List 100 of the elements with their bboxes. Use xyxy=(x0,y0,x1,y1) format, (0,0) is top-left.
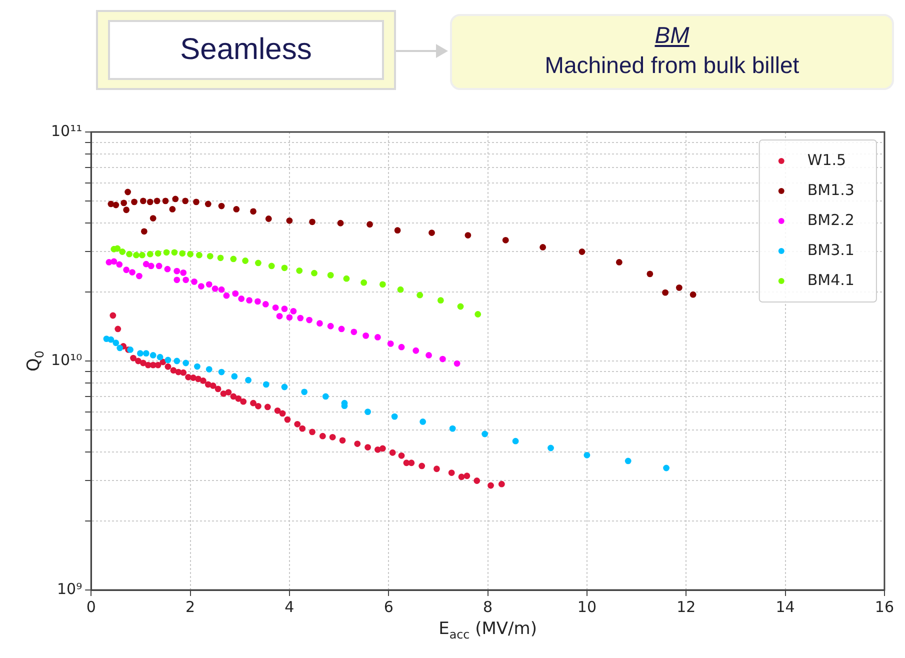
point xyxy=(387,340,394,347)
point xyxy=(262,301,269,308)
point xyxy=(281,306,288,312)
point xyxy=(311,270,318,276)
point xyxy=(245,376,252,384)
point xyxy=(512,438,519,444)
point xyxy=(187,250,194,258)
point xyxy=(231,373,238,380)
point xyxy=(156,262,162,270)
point xyxy=(268,262,275,270)
point xyxy=(676,284,682,291)
x-tick-label: 8 xyxy=(483,598,493,616)
point xyxy=(448,470,455,476)
point xyxy=(274,407,281,414)
point xyxy=(420,418,426,425)
point xyxy=(182,276,190,284)
point xyxy=(238,296,245,302)
point xyxy=(140,198,146,204)
point xyxy=(397,286,404,293)
point xyxy=(398,344,405,350)
y-tick-label: 10⁹ xyxy=(57,580,82,598)
point xyxy=(194,363,200,370)
point xyxy=(306,316,312,324)
legend-label: W1.5 xyxy=(807,150,846,169)
point xyxy=(182,360,190,366)
point xyxy=(474,311,482,318)
point xyxy=(179,250,186,257)
x-tick-label: 14 xyxy=(776,598,795,616)
point xyxy=(217,254,224,262)
point xyxy=(206,252,214,260)
point xyxy=(281,384,288,390)
point xyxy=(286,217,293,224)
point xyxy=(164,266,171,272)
point xyxy=(379,281,386,288)
point xyxy=(218,202,225,210)
point xyxy=(218,368,225,376)
point xyxy=(204,200,212,208)
point xyxy=(137,350,144,357)
point xyxy=(206,366,212,372)
point xyxy=(624,458,632,464)
point xyxy=(242,258,249,264)
point xyxy=(114,245,121,252)
point xyxy=(548,444,554,452)
point xyxy=(174,276,180,284)
point xyxy=(394,227,401,234)
point xyxy=(276,312,283,320)
point xyxy=(296,267,303,274)
point xyxy=(284,416,291,423)
point xyxy=(163,249,170,256)
point xyxy=(343,275,350,282)
point xyxy=(235,395,242,402)
point xyxy=(294,420,301,428)
point xyxy=(250,400,256,406)
point xyxy=(123,266,130,274)
point xyxy=(150,352,156,358)
point xyxy=(169,206,176,212)
point xyxy=(124,188,132,196)
point xyxy=(309,218,316,226)
chart-title: Seamless xyxy=(108,20,384,80)
point xyxy=(193,198,200,206)
point xyxy=(364,408,371,416)
point xyxy=(140,360,146,366)
point xyxy=(180,369,187,376)
legend-label: BM2.2 xyxy=(807,210,854,229)
point xyxy=(110,312,116,319)
point xyxy=(246,297,252,304)
point xyxy=(146,198,154,206)
point xyxy=(200,378,206,384)
point xyxy=(233,206,240,212)
point xyxy=(214,386,222,392)
point xyxy=(148,262,154,270)
point xyxy=(135,358,142,364)
text: BM xyxy=(654,21,690,50)
point xyxy=(262,381,270,388)
point xyxy=(223,292,230,299)
point xyxy=(116,261,123,268)
point xyxy=(126,250,132,258)
point xyxy=(281,264,288,272)
point xyxy=(297,314,304,322)
point xyxy=(663,464,670,472)
point xyxy=(319,432,326,440)
point xyxy=(218,286,225,293)
point xyxy=(120,200,128,206)
point xyxy=(255,402,262,410)
x-tick-label: 4 xyxy=(284,598,294,616)
point xyxy=(301,388,308,396)
point xyxy=(171,249,178,256)
legend-label: BM4.1 xyxy=(807,270,854,289)
point xyxy=(279,410,286,417)
point xyxy=(286,314,293,321)
point xyxy=(474,478,480,484)
point xyxy=(130,354,136,362)
point xyxy=(156,354,164,360)
point xyxy=(112,340,120,346)
y-tick-label: 10¹¹ xyxy=(50,122,82,140)
point xyxy=(154,198,160,204)
point xyxy=(690,291,696,298)
point xyxy=(129,269,136,276)
point xyxy=(116,344,124,352)
legend-label: BM1.3 xyxy=(807,180,854,199)
